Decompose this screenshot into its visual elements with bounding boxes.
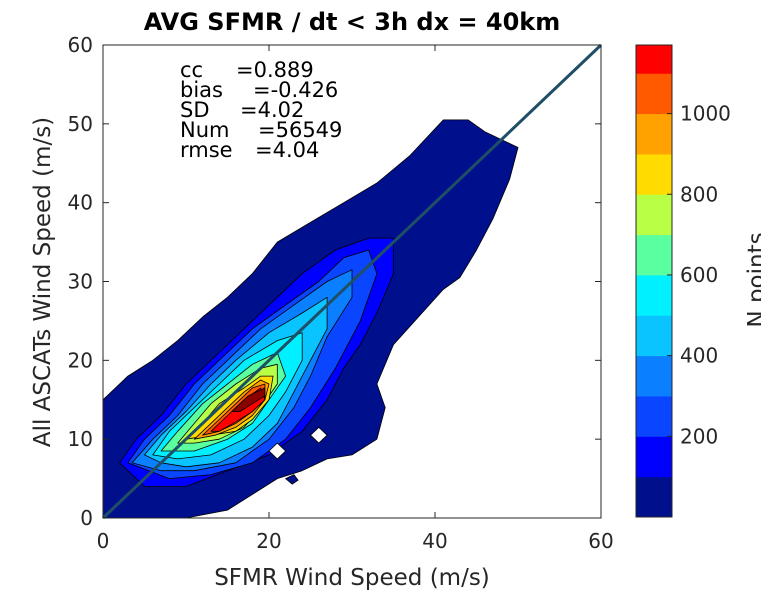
colorbar-bin-7 (636, 234, 672, 276)
y-axis-ticks: 0 10 20 30 40 50 60 (68, 33, 601, 530)
colorbar-bin-1 (636, 476, 672, 518)
colorbar-bin-4 (636, 355, 672, 397)
statistics-annotation: cc =0.889 bias =-0.426 SD =4.02 Num =56549 rmse =… (180, 58, 342, 162)
y-tick-label: 60 (68, 33, 93, 57)
stat-value-SD: =4.02 (240, 98, 304, 122)
colorbar-tick-label: 200 (680, 424, 718, 448)
contour-level-13 (231, 387, 266, 413)
y-tick-label: 10 (68, 427, 93, 451)
x-tick-label: 0 (97, 529, 110, 553)
y-tick-label: 0 (80, 506, 93, 530)
stat-label-SD: SD (180, 98, 210, 122)
colorbar-bin-6 (636, 274, 672, 316)
colorbar-bin-11 (636, 73, 672, 115)
y-tick-label: 50 (68, 112, 93, 136)
x-tick-label: 20 (256, 529, 281, 553)
contour-hole-1 (309, 426, 328, 444)
y-tick-label: 30 (68, 270, 93, 294)
colorbar-label: N points (744, 232, 761, 327)
chart-title: AVG SFMR / dt < 3h dx = 40km (144, 8, 561, 36)
stat-value-cc: =0.889 (236, 58, 314, 82)
one-to-one-reference-line (101, 43, 603, 520)
colorbar-tick-label: 400 (680, 344, 718, 368)
stat-value-Num: =56549 (258, 118, 342, 142)
colorbar-bin-12 (636, 45, 672, 74)
colorbar-tick-label: 800 (680, 182, 718, 206)
colorbar-bin-5 (636, 315, 672, 357)
stat-label-rmse: rmse (180, 138, 233, 162)
colorbar: 200 400 600 800 1000 (635, 44, 731, 518)
x-tick-label: 40 (422, 529, 447, 553)
y-tick-label: 40 (68, 191, 93, 215)
stat-label-bias: bias (180, 78, 223, 102)
colorbar-bin-10 (636, 113, 672, 155)
colorbar-bin-2 (636, 436, 672, 478)
colorbar-tick-label: 600 (680, 263, 718, 287)
x-tick-label: 60 (588, 529, 613, 553)
stat-value-rmse: =4.04 (255, 138, 319, 162)
x-axis-ticks: 0 20 40 60 (97, 45, 614, 553)
x-axis-label: SFMR Wind Speed (m/s) (214, 565, 490, 591)
stat-label-cc: cc (180, 58, 203, 82)
stat-value-bias: =-0.426 (253, 78, 338, 102)
plot-area: 0 20 40 60 0 10 20 30 40 50 60 (68, 33, 614, 553)
contour-island-1 (284, 474, 299, 485)
colorbar-bin-8 (636, 194, 672, 236)
colorbar-bin-3 (636, 395, 672, 437)
contour-hole-2 (268, 442, 287, 460)
stat-label-Num: Num (180, 118, 229, 142)
y-axis-label: All ASCATs Wind Speed (m/s) (30, 117, 56, 447)
colorbar-bin-9 (636, 153, 672, 195)
colorbar-tick-label: 1000 (680, 102, 731, 126)
colorbar-frame (635, 44, 673, 518)
y-tick-label: 20 (68, 348, 93, 372)
